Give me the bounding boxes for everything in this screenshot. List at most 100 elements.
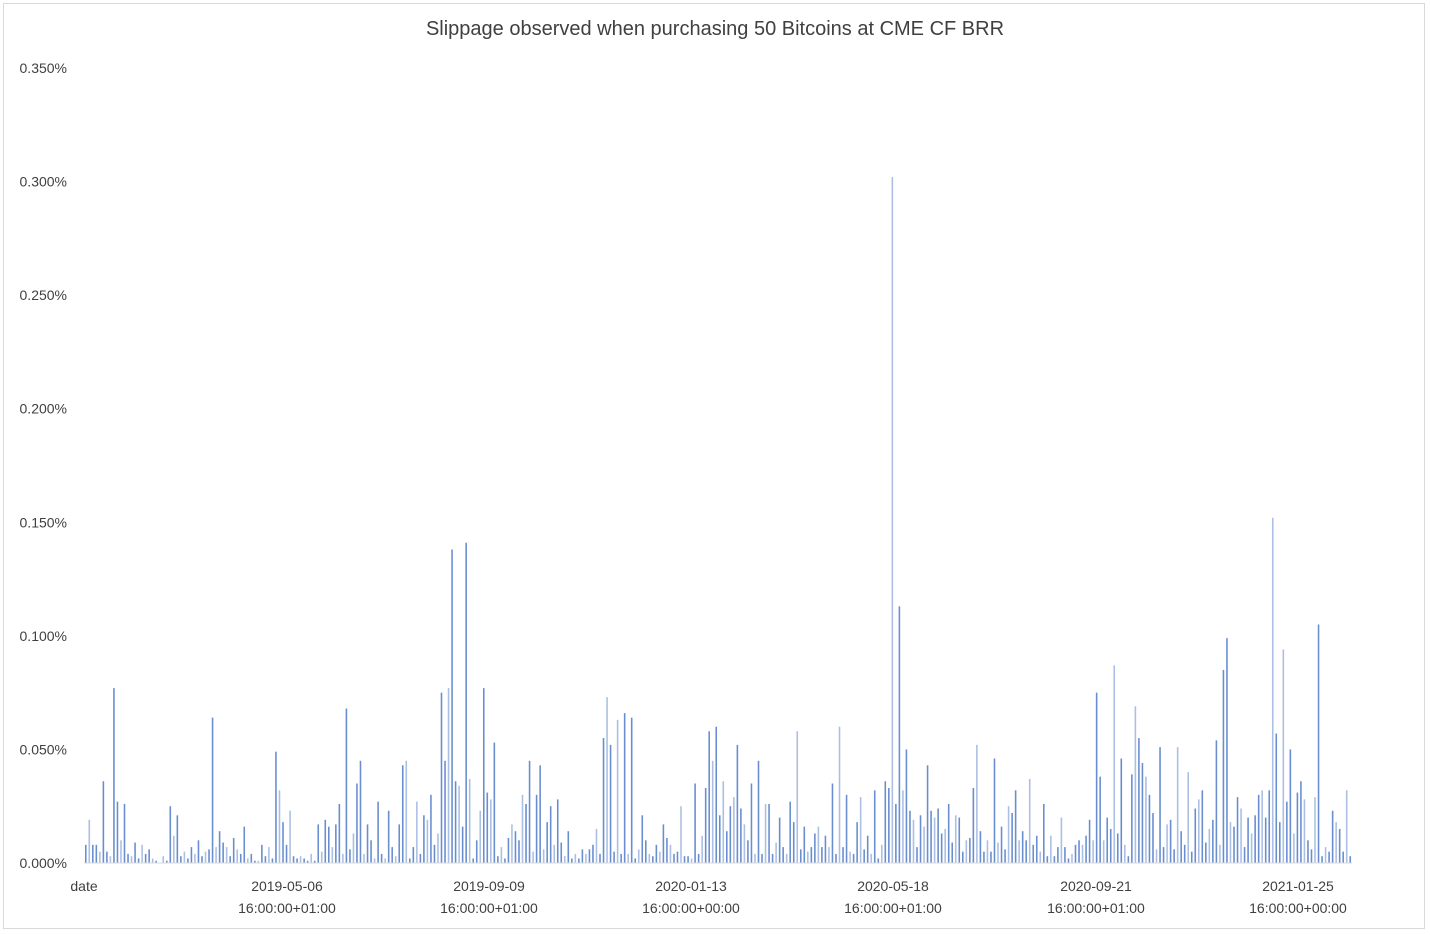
bar <box>1303 799 1306 863</box>
bar <box>190 847 193 863</box>
bar <box>162 856 165 863</box>
bar <box>1021 831 1024 863</box>
bar <box>275 751 277 863</box>
bar <box>824 835 827 863</box>
bar <box>1148 794 1151 863</box>
bar <box>342 853 344 863</box>
bar <box>648 853 651 863</box>
bars <box>84 177 1352 863</box>
bar <box>349 849 351 863</box>
bar <box>419 853 422 863</box>
bar <box>620 853 622 863</box>
bar <box>356 783 358 863</box>
bar <box>261 844 263 863</box>
bar <box>1233 826 1235 863</box>
bar <box>1043 803 1045 863</box>
bar <box>630 717 633 863</box>
bar <box>1264 817 1267 863</box>
bar <box>1275 733 1278 863</box>
bar <box>1064 847 1066 863</box>
bar <box>694 783 696 863</box>
bar <box>652 856 654 863</box>
bar <box>1338 828 1341 863</box>
bar <box>306 860 309 863</box>
bar <box>873 790 876 863</box>
bar <box>782 847 784 863</box>
bar <box>102 781 105 863</box>
bar <box>690 858 693 863</box>
y-axis-ticks: 0.000% 0.050% 0.100% 0.150% 0.200% 0.250% 0.30… <box>20 60 67 871</box>
bar <box>701 835 703 863</box>
bar <box>1074 844 1077 863</box>
x-tick-label: 2019-09-09 <box>453 878 525 894</box>
x-tick-label-time: 16:00:00+00:00 <box>642 900 740 916</box>
bar <box>761 853 763 863</box>
bar <box>944 828 946 863</box>
bar <box>409 858 411 863</box>
bar <box>560 842 563 863</box>
bar <box>581 849 584 863</box>
bar <box>165 860 168 863</box>
bar <box>979 831 982 863</box>
bar <box>1282 649 1285 863</box>
bar <box>482 688 485 863</box>
bar <box>768 803 770 863</box>
bar <box>634 858 637 863</box>
bar <box>842 847 844 863</box>
bar <box>599 853 601 863</box>
bar <box>1240 808 1242 863</box>
bar <box>951 842 954 863</box>
bar <box>1134 706 1137 863</box>
bar <box>123 803 126 863</box>
bar <box>289 810 291 863</box>
bar <box>324 819 327 863</box>
bar <box>229 856 231 863</box>
y-tick-label: 0.250% <box>20 287 67 303</box>
bar <box>983 851 985 863</box>
bar <box>1131 774 1133 863</box>
bar <box>747 840 749 863</box>
bar <box>1212 819 1214 863</box>
bar <box>384 858 386 863</box>
bar <box>1081 844 1084 863</box>
bar <box>313 860 316 863</box>
bar <box>849 851 851 863</box>
bar <box>613 851 615 863</box>
bar <box>771 853 774 863</box>
bar <box>718 815 721 863</box>
bar <box>299 856 302 863</box>
bar <box>514 831 517 863</box>
x-tick-label: 2019-05-06 <box>251 878 323 894</box>
x-tick-label: 2020-01-13 <box>655 878 727 894</box>
bar <box>1247 817 1249 863</box>
bar <box>697 853 700 863</box>
bar <box>423 815 425 863</box>
bar <box>405 760 408 863</box>
bar <box>416 801 418 863</box>
bar <box>461 826 464 863</box>
bar <box>426 819 429 863</box>
bar <box>144 853 147 863</box>
bar <box>958 817 961 863</box>
bar <box>444 760 446 863</box>
y-tick-label: 0.150% <box>20 514 67 530</box>
bar <box>433 844 436 863</box>
bar <box>380 853 383 863</box>
bar <box>627 853 629 863</box>
bar <box>250 853 253 863</box>
bar <box>1226 638 1228 863</box>
bar <box>1092 840 1094 863</box>
bar <box>169 806 172 863</box>
bar <box>254 860 256 863</box>
bar <box>1293 833 1295 863</box>
bar <box>475 840 478 863</box>
bar <box>113 688 115 863</box>
bar <box>814 833 816 863</box>
bar <box>211 717 214 863</box>
bar <box>736 744 739 863</box>
bar <box>1201 790 1204 863</box>
bar <box>659 851 661 863</box>
bar <box>940 833 943 863</box>
bar <box>317 824 320 863</box>
